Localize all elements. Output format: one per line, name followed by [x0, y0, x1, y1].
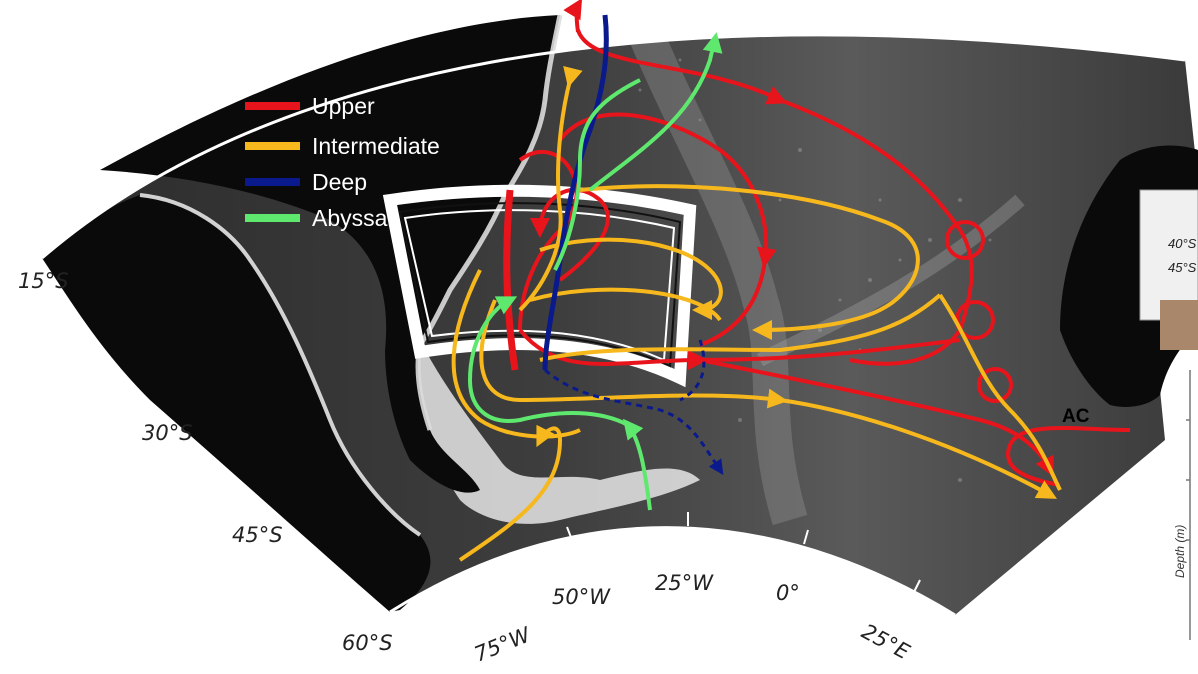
inset-latitude-label-45: 45°S [1168, 260, 1197, 275]
latitude-label-30s: 30°S [142, 421, 193, 445]
abyssal-pathways [467, 32, 723, 511]
inset-depth-axis-label: Depth (m) [1173, 525, 1187, 578]
inset-image [1160, 300, 1198, 350]
antarctica-coastline [139, 193, 422, 537]
longitude-label-50w: 50°W [552, 585, 611, 609]
inset-panel [1139, 189, 1198, 321]
latitude-label-60s: 60°S [342, 631, 393, 655]
legend-label-abyssal: Abyssal [312, 205, 393, 231]
longitude-label-0: 0° [776, 581, 800, 605]
legend-label-intermediate: Intermediate [312, 133, 440, 159]
longitude-label-75w: 75°W [471, 622, 535, 666]
legend-label-deep: Deep [312, 169, 367, 195]
south-america-land [100, 15, 560, 493]
longitude-label-25e: 25°E [858, 619, 914, 664]
deep-pathways [542, 14, 724, 475]
inset-latitude-label-40: 40°S [1168, 236, 1197, 251]
antarctica-land [42, 195, 431, 612]
intermediate-pathways [451, 65, 1062, 562]
map-outer-edge [41, 33, 1186, 260]
longitude-label-25w: 25°W [655, 571, 714, 595]
legend: Upper Intermediate Deep Abyssal [245, 93, 440, 231]
longitude-ticks [454, 512, 921, 593]
map-inner-edge [389, 526, 956, 617]
legend-label-upper: Upper [312, 93, 375, 119]
ridge-southeast [756, 194, 1025, 367]
latitude-label-15s: 15°S [18, 269, 69, 293]
region-label-ac: AC [1062, 406, 1090, 427]
continental-shelf [410, 340, 700, 524]
mid-ocean-ridge [623, 34, 808, 526]
latitude-label-45s: 45°S [232, 523, 283, 547]
